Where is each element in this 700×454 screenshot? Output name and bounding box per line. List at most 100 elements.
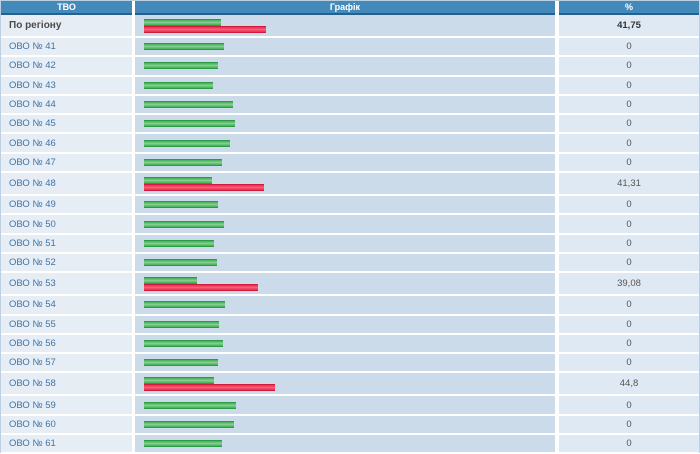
tvo-link[interactable]: ОВО № 61	[9, 438, 56, 450]
percent-cell: 0	[559, 334, 699, 353]
bar-group	[144, 259, 217, 267]
tvo-cell: ОВО № 51	[1, 234, 132, 252]
bar-group	[144, 420, 234, 428]
tvo-link[interactable]: ОВО № 53	[9, 278, 56, 290]
tvo-link[interactable]: ОВО № 47	[9, 156, 56, 168]
green-bar	[144, 401, 236, 409]
tvo-link[interactable]: ОВО № 57	[9, 357, 56, 369]
table-row: ОВО № 47 0	[1, 153, 699, 174]
percent-value: 0	[626, 137, 632, 149]
bar-group	[144, 120, 235, 128]
tvo-cell: ОВО № 45	[1, 115, 132, 133]
graph-cell	[135, 153, 555, 172]
bar-group	[144, 43, 224, 51]
column-header-tvo: ТВО	[1, 1, 132, 15]
percent-cell: 0	[559, 115, 699, 133]
tvo-link[interactable]: ОВО № 48	[9, 178, 56, 190]
percent-cell: 0	[559, 95, 699, 114]
green-bar	[144, 239, 214, 247]
bar-group	[144, 376, 275, 391]
bar-group	[144, 301, 225, 309]
red-bar	[144, 25, 266, 33]
percent-cell: 0	[559, 354, 699, 372]
tvo-cell: ОВО № 56	[1, 334, 132, 353]
column-header-percent: %	[559, 1, 699, 15]
table-row: ОВО № 43 0	[1, 76, 699, 96]
tvo-link[interactable]: ОВО № 55	[9, 318, 56, 330]
tvo-link[interactable]: ОВО № 54	[9, 299, 56, 311]
tvo-link[interactable]: ОВО № 58	[9, 378, 56, 390]
tvo-link[interactable]: ОВО № 44	[9, 99, 56, 111]
tvo-link[interactable]: ОВО № 60	[9, 418, 56, 430]
tvo-link[interactable]: ОВО № 46	[9, 137, 56, 149]
green-bar	[144, 440, 222, 448]
bar-group	[144, 18, 266, 33]
bar-group	[144, 139, 230, 147]
tvo-link[interactable]: ОВО № 49	[9, 199, 56, 211]
graph-cell	[135, 354, 555, 372]
percent-value: 0	[626, 338, 632, 349]
table-row: ОВО № 57 0	[1, 354, 699, 374]
tvo-cell: ОВО № 52	[1, 253, 132, 272]
graph-cell	[135, 296, 555, 314]
tvo-cell: ОВО № 54	[1, 296, 132, 314]
percent-value: 0	[626, 118, 632, 130]
green-bar	[144, 101, 233, 109]
green-bar	[144, 176, 212, 184]
green-bar	[144, 359, 218, 367]
tvo-link[interactable]: ОВО № 41	[9, 41, 56, 53]
tvo-link[interactable]: ОВО № 52	[9, 257, 56, 269]
graph-cell	[135, 273, 555, 295]
tvo-link[interactable]: ОВО № 45	[9, 118, 56, 130]
percent-value: 0	[626, 156, 632, 168]
graph-cell	[135, 115, 555, 133]
graph-cell	[135, 315, 555, 333]
percent-value: 0	[626, 237, 632, 249]
tvo-link[interactable]: ОВО № 56	[9, 338, 56, 349]
percent-value: 0	[626, 357, 632, 369]
bar-group	[144, 158, 222, 166]
graph-cell	[135, 396, 555, 414]
graph-cell	[135, 234, 555, 252]
green-bar	[144, 301, 225, 309]
bar-group	[144, 81, 213, 89]
green-bar	[144, 376, 214, 384]
tvo-cell: ОВО № 47	[1, 153, 132, 172]
tvo-link[interactable]: ОВО № 51	[9, 237, 56, 249]
table-row: ОВО № 55 0	[1, 315, 699, 335]
table-header-row: ТВО Графік %	[1, 1, 699, 15]
tvo-link[interactable]: ОВО № 42	[9, 60, 56, 72]
percent-cell: 0	[559, 196, 699, 214]
tvo-cell: ОВО № 53	[1, 273, 132, 295]
tvo-cell: ОВО № 50	[1, 215, 132, 233]
tvo-link[interactable]: ОВО № 43	[9, 79, 56, 91]
red-bar	[144, 183, 264, 191]
graph-cell	[135, 334, 555, 353]
graph-cell	[135, 15, 555, 36]
tvo-link[interactable]: ОВО № 59	[9, 399, 56, 411]
graph-cell	[135, 173, 555, 195]
tvo-cell: ОВО № 59	[1, 396, 132, 414]
green-bar	[144, 340, 223, 347]
bar-group	[144, 320, 219, 328]
tvo-link[interactable]: ОВО № 50	[9, 218, 56, 230]
percent-cell: 0	[559, 57, 699, 75]
percent-value: 0	[626, 41, 632, 53]
percent-cell: 0	[559, 134, 699, 152]
green-bar	[144, 139, 230, 147]
table-row: ОВО № 50 0	[1, 215, 699, 235]
red-bar	[144, 383, 275, 391]
table-row: ОВО № 59 0	[1, 396, 699, 416]
percent-value: 0	[626, 257, 632, 269]
tvo-cell: ОВО № 61	[1, 435, 132, 453]
green-bar	[144, 320, 219, 328]
percent-cell: 0	[559, 76, 699, 94]
green-bar	[144, 81, 213, 89]
green-bar	[144, 43, 224, 51]
green-bar	[144, 420, 234, 428]
tvo-cell: ОВО № 48	[1, 173, 132, 195]
table-row: ОВО № 52 0	[1, 253, 699, 274]
bar-group	[144, 276, 258, 291]
table-row: ОВО № 61 0	[1, 435, 699, 454]
green-bar	[144, 158, 222, 166]
